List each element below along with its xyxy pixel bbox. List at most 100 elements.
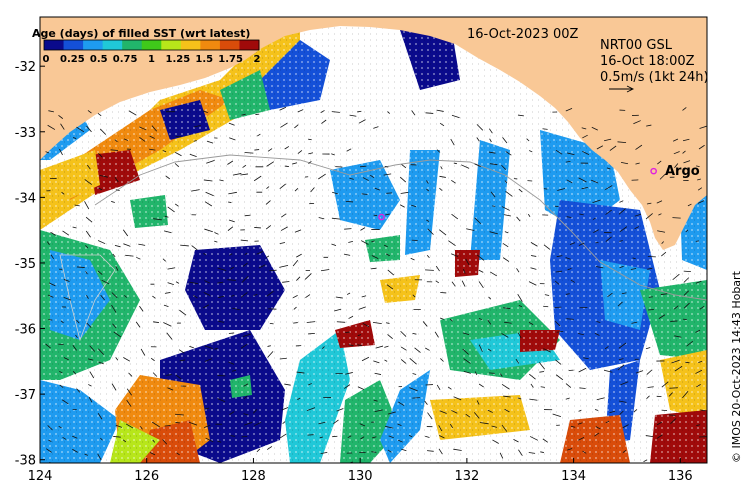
current-arrow bbox=[336, 321, 346, 323]
current-arrow bbox=[163, 322, 172, 327]
current-arrow bbox=[449, 423, 454, 429]
current-arrow bbox=[349, 177, 354, 180]
current-arrow bbox=[58, 425, 62, 429]
current-arrow bbox=[530, 267, 537, 270]
current-arrow bbox=[175, 374, 182, 380]
current-arrow bbox=[630, 268, 637, 270]
current-arrow bbox=[179, 359, 186, 362]
current-arrow bbox=[162, 439, 168, 445]
current-arrow bbox=[310, 187, 315, 193]
current-arrow bbox=[566, 216, 572, 218]
current-arrow bbox=[128, 372, 133, 377]
current-arrow bbox=[387, 411, 396, 415]
current-arrow bbox=[618, 208, 626, 215]
current-arrow bbox=[578, 333, 584, 336]
current-arrow bbox=[398, 401, 405, 406]
current-arrow bbox=[463, 371, 471, 374]
current-arrow bbox=[618, 400, 627, 403]
current-arrow bbox=[427, 412, 433, 420]
current-arrow bbox=[125, 254, 134, 257]
colorbar-swatch bbox=[141, 40, 162, 50]
current-arrow bbox=[139, 136, 146, 142]
current-arrow bbox=[227, 226, 234, 231]
current-arrow bbox=[62, 436, 67, 440]
current-arrow bbox=[439, 122, 445, 127]
current-arrow bbox=[490, 465, 497, 467]
current-arrow bbox=[266, 255, 270, 258]
current-arrow bbox=[97, 270, 103, 275]
current-arrow bbox=[453, 162, 457, 165]
current-arrow bbox=[174, 152, 182, 157]
current-arrow bbox=[76, 126, 85, 133]
current-arrow bbox=[111, 292, 118, 299]
current-arrow bbox=[683, 277, 690, 283]
current-arrow bbox=[435, 265, 440, 272]
current-arrow bbox=[646, 395, 650, 400]
y-axis: -32 -33 -34 -35 -36 -37 -38 bbox=[15, 60, 45, 469]
current-arrow bbox=[492, 439, 499, 444]
current-arrow bbox=[439, 229, 447, 236]
current-arrow bbox=[84, 453, 89, 456]
current-arrow bbox=[384, 359, 388, 362]
current-arrow bbox=[318, 217, 325, 220]
current-arrow bbox=[539, 371, 545, 373]
current-arrow bbox=[466, 228, 475, 231]
current-arrow bbox=[373, 360, 380, 364]
current-arrow bbox=[348, 240, 353, 243]
current-arrow bbox=[98, 187, 103, 191]
current-arrow bbox=[50, 254, 55, 260]
current-arrow bbox=[349, 114, 357, 117]
current-arrow bbox=[227, 160, 234, 165]
current-arrow bbox=[517, 114, 524, 117]
current-arrow bbox=[203, 179, 213, 182]
current-arrow bbox=[269, 269, 277, 272]
current-arrow bbox=[331, 243, 337, 247]
current-arrow bbox=[138, 243, 146, 246]
current-arrow bbox=[141, 465, 143, 468]
current-arrow bbox=[306, 407, 316, 411]
current-arrow bbox=[279, 357, 287, 360]
current-arrow bbox=[292, 259, 299, 267]
current-arrow bbox=[569, 242, 576, 245]
current-arrow bbox=[152, 321, 159, 323]
current-arrow bbox=[189, 281, 199, 285]
current-arrow bbox=[633, 409, 638, 413]
current-arrow bbox=[578, 242, 585, 246]
current-arrow bbox=[414, 347, 421, 353]
current-arrow bbox=[164, 425, 171, 427]
current-arrow bbox=[488, 151, 496, 154]
current-arrow bbox=[284, 165, 289, 167]
current-arrow bbox=[609, 145, 617, 151]
colorbar-swatch bbox=[200, 40, 221, 50]
current-arrow bbox=[555, 149, 563, 155]
current-arrow bbox=[425, 269, 434, 271]
current-arrow bbox=[114, 139, 118, 143]
current-arrow bbox=[647, 386, 654, 388]
current-arrow bbox=[674, 365, 683, 372]
current-arrow bbox=[682, 107, 687, 111]
y-tick-label: -38 bbox=[15, 454, 36, 469]
current-arrow bbox=[617, 301, 623, 307]
current-arrow bbox=[400, 346, 407, 351]
current-arrow bbox=[590, 179, 599, 184]
current-arrow bbox=[297, 109, 304, 113]
current-arrow bbox=[542, 438, 549, 443]
current-arrow bbox=[228, 191, 237, 195]
current-arrow bbox=[528, 281, 537, 286]
current-arrow bbox=[647, 267, 653, 270]
current-arrow bbox=[427, 228, 434, 235]
current-arrow bbox=[294, 188, 299, 192]
current-arrow bbox=[296, 371, 305, 374]
current-arrow bbox=[227, 279, 236, 281]
current-arrow bbox=[204, 228, 213, 233]
current-arrow bbox=[72, 226, 77, 229]
current-arrow bbox=[175, 281, 180, 284]
x-tick-label: 130 bbox=[348, 469, 373, 484]
current-arrow bbox=[529, 398, 538, 401]
current-arrow bbox=[436, 149, 441, 153]
current-arrow bbox=[318, 421, 326, 425]
current-arrow bbox=[500, 464, 506, 469]
current-arrow bbox=[555, 270, 563, 273]
current-arrow bbox=[217, 440, 222, 443]
current-arrow bbox=[345, 200, 354, 203]
